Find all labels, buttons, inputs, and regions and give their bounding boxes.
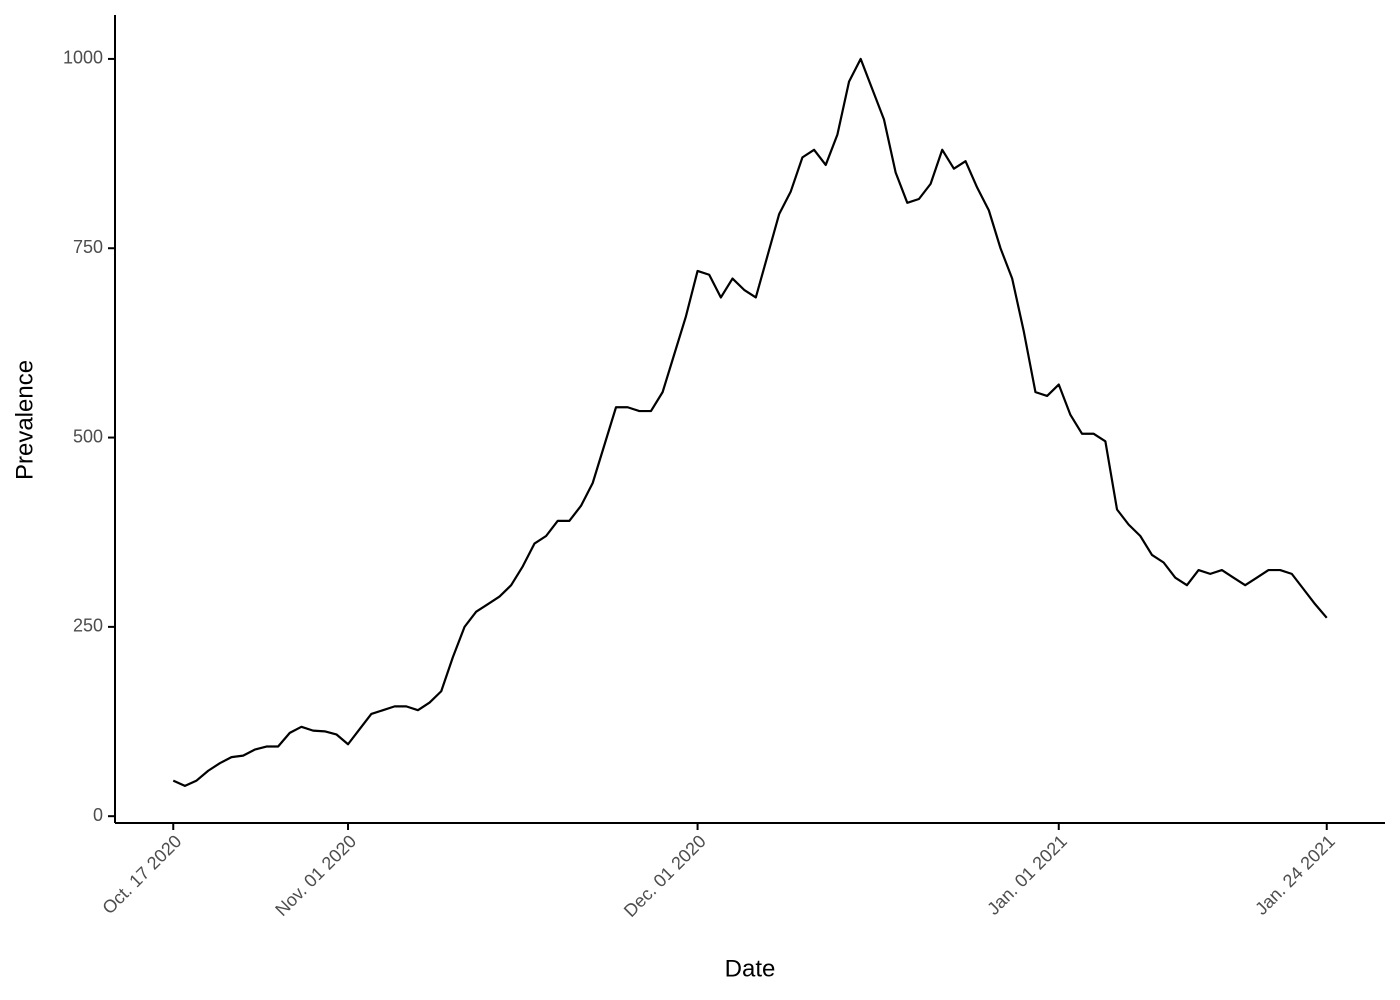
- x-tick-label: Oct. 17 2020: [98, 831, 185, 918]
- x-tick-label: Jan. 01 2021: [983, 831, 1071, 919]
- x-tick-label: Dec. 01 2020: [620, 831, 710, 921]
- data-line: [172, 57, 1328, 787]
- x-tick-label: Nov. 01 2020: [271, 831, 360, 920]
- y-tick-label: 1000: [63, 48, 103, 68]
- x-axis-title: Date: [725, 955, 776, 982]
- y-tick-label: 500: [73, 426, 103, 446]
- y-tick-label: 250: [73, 616, 103, 636]
- x-tick-label: Jan. 24 2021: [1251, 831, 1339, 919]
- y-axis-title: Prevalence: [11, 360, 38, 480]
- y-tick-label: 0: [93, 805, 103, 825]
- y-tick-label: 750: [73, 237, 103, 257]
